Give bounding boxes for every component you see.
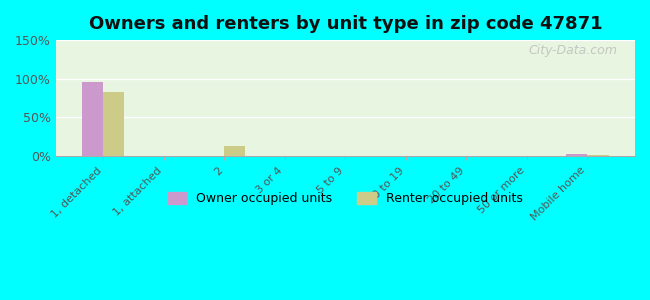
Text: City-Data.com: City-Data.com: [528, 44, 618, 57]
Bar: [103, 92, 124, 156]
Bar: [82, 82, 103, 156]
Bar: [566, 154, 588, 156]
Bar: [588, 154, 608, 156]
Bar: [224, 146, 246, 156]
Legend: Owner occupied units, Renter occupied units: Owner occupied units, Renter occupied un…: [162, 187, 528, 210]
Title: Owners and renters by unit type in zip code 47871: Owners and renters by unit type in zip c…: [88, 15, 602, 33]
